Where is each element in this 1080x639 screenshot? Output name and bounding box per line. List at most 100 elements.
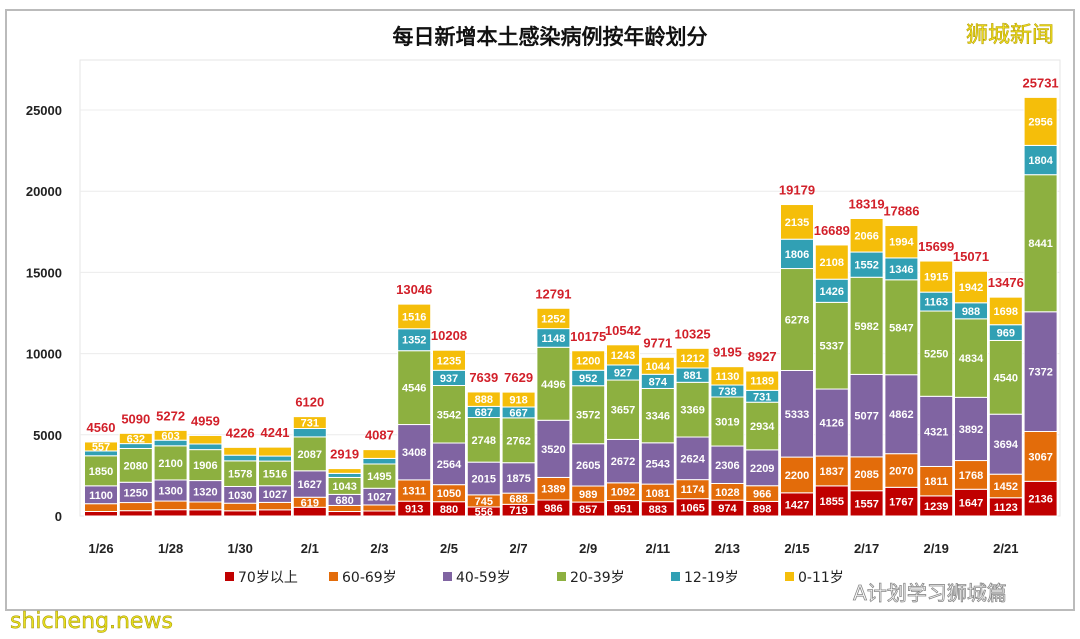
bar-value-label: 1030 [228, 490, 252, 502]
bar-segment [675, 436, 710, 481]
total-label: 18319 [849, 196, 885, 211]
total-label: 6120 [295, 395, 324, 410]
bar-segment [327, 468, 362, 474]
bar-segment [466, 461, 501, 496]
bar-segment [188, 434, 223, 445]
bar-segment [606, 344, 640, 366]
x-tick-label: 2/9 [579, 541, 597, 556]
bar-value-label: 1092 [611, 487, 635, 499]
bar-value-label: 4126 [820, 418, 844, 430]
bar-segment [397, 303, 432, 330]
bar-value-label: 974 [718, 503, 737, 515]
bar-value-label: 4540 [994, 372, 1018, 384]
bar-value-label: 1320 [193, 486, 217, 498]
bar-value-label: 731 [301, 418, 319, 430]
total-label: 19179 [779, 183, 815, 198]
bar-segment [675, 381, 710, 438]
bar-value-label: 6278 [785, 315, 809, 327]
legend-label: 60-69岁 [342, 570, 397, 586]
bar-segment [745, 401, 780, 451]
bar-value-label: 1123 [994, 502, 1018, 514]
watermark-bottom-right: A计划学习狮城篇 [853, 581, 1007, 605]
bar-value-label: 2543 [646, 458, 670, 470]
bar-segment [571, 443, 606, 487]
bar-segment [397, 424, 432, 481]
watermark-top-right: 狮城新闻 [966, 23, 1054, 48]
bar-value-label: 1163 [924, 297, 948, 309]
bar-segment [849, 276, 884, 375]
bar-segment [432, 349, 466, 371]
x-tick-label: 2/21 [993, 541, 1018, 556]
bar-value-label: 989 [579, 489, 597, 501]
bar-segment [988, 339, 1023, 415]
bar-value-label: 1552 [854, 260, 878, 272]
bar-segment [362, 449, 397, 459]
bar-value-label: 880 [440, 504, 458, 516]
bar-value-label: 874 [649, 376, 668, 388]
bar-value-label: 1389 [541, 484, 565, 496]
bar-value-label: 556 [475, 506, 493, 518]
bar-segment [536, 307, 571, 330]
bar-value-label: 2956 [1028, 116, 1052, 128]
bar-segment [675, 347, 710, 369]
bar-segment [710, 396, 745, 447]
bar-segment [988, 296, 1023, 326]
bar-segment [188, 449, 223, 482]
bar-segment [258, 446, 292, 457]
bar-segment [919, 260, 954, 293]
bar-segment [501, 391, 536, 408]
bar-segment [84, 510, 118, 517]
bar-segment [1023, 96, 1058, 146]
bar-value-label: 3019 [715, 417, 739, 429]
bar-value-label: 3892 [959, 424, 983, 436]
bar-value-label: 969 [997, 328, 1015, 340]
bar-segment [1023, 480, 1058, 517]
bar-value-label: 632 [127, 433, 145, 445]
bar-segment [814, 301, 849, 390]
bar-segment [710, 366, 745, 386]
bar-value-label: 2748 [472, 435, 496, 447]
bar-value-label: 1300 [158, 485, 182, 497]
bar-value-label: 2135 [785, 217, 809, 229]
x-tick-label: 2/13 [715, 541, 740, 556]
bar-value-label: 1452 [994, 481, 1018, 493]
bar-stack-2/2: 680 1043 2919 [327, 447, 362, 517]
bar-stack-2/16: 1855 1837 4126 5337 1426 2108 16689 [814, 223, 850, 517]
bar-value-label: 619 [301, 497, 319, 509]
bar-value-label: 3694 [994, 439, 1019, 451]
bar-segment [954, 270, 988, 304]
bar-segment [1023, 174, 1058, 313]
x-tick-label: 2/17 [854, 541, 879, 556]
bar-stack-2/18: 1767 2070 4862 5847 1346 1994 17886 [883, 204, 919, 517]
bar-value-label: 1050 [437, 488, 461, 500]
legend-item: 70岁以上 [225, 570, 298, 586]
bar-segment [118, 432, 153, 445]
bar-value-label: 667 [509, 407, 527, 419]
bar-segment [571, 385, 606, 445]
y-tick-label: 20000 [26, 184, 62, 199]
bar-stack-1/31: 1027 1516 4241 [258, 425, 292, 517]
y-tick-label: 10000 [26, 347, 62, 362]
bar-value-label: 1043 [332, 481, 356, 493]
bar-value-label: 1557 [854, 498, 878, 510]
bar-value-label: 3520 [541, 444, 565, 456]
bar-value-label: 1855 [820, 496, 844, 508]
bar-segment [954, 396, 988, 462]
bar-segment [223, 460, 258, 487]
bar-value-label: 1148 [541, 333, 565, 345]
total-label: 15071 [953, 249, 989, 264]
bar-stack-2/8: 986 1389 3520 4496 1148 1252 12791 [535, 286, 571, 517]
legend-item: 0-11岁 [785, 570, 844, 586]
bar-segment [223, 502, 258, 512]
legend-swatch [443, 572, 452, 581]
bar-value-label: 1942 [959, 282, 983, 294]
bar-value-label: 1252 [541, 313, 565, 325]
bar-stack-2/1: 619 1627 2087 731 6120 [292, 395, 327, 517]
bar-segment [536, 419, 571, 478]
bar-segment [571, 350, 606, 371]
bar-segment [223, 510, 258, 517]
bar-value-label: 1768 [959, 470, 983, 482]
bar-value-label: 1767 [889, 497, 913, 509]
bar-stack-1/30: 1030 1578 4226 [223, 425, 258, 517]
